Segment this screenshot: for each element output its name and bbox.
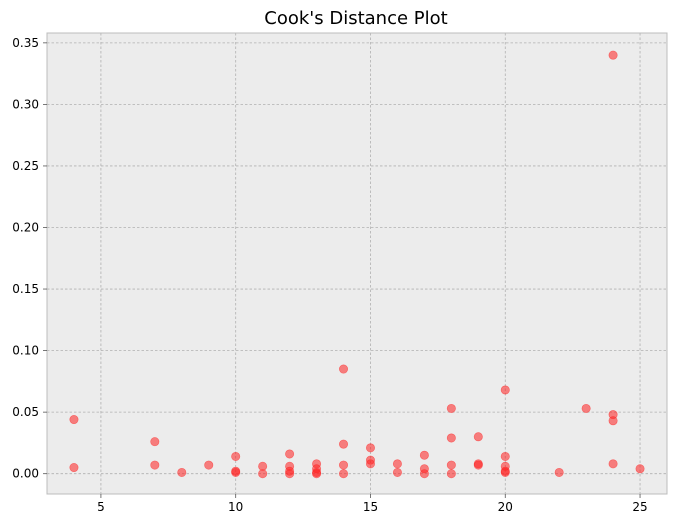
data-point — [339, 364, 349, 374]
x-tick-label: 20 — [498, 500, 513, 514]
data-point — [554, 467, 564, 477]
y-tick-label: 0.35 — [12, 36, 39, 50]
data-point — [285, 469, 295, 479]
data-point — [581, 403, 591, 413]
plot-area — [47, 33, 667, 494]
data-point — [446, 460, 456, 470]
data-point — [608, 50, 618, 60]
data-point — [312, 469, 322, 479]
x-tick-label: 25 — [632, 500, 647, 514]
y-tick-label: 0.30 — [12, 97, 39, 111]
data-point — [419, 469, 429, 479]
data-point — [473, 460, 483, 470]
data-point — [177, 467, 187, 477]
data-point — [285, 449, 295, 459]
data-point — [635, 464, 645, 474]
data-point — [150, 460, 160, 470]
y-tick-label: 0.10 — [12, 344, 39, 358]
grid-lines — [47, 33, 667, 494]
data-point — [339, 439, 349, 449]
x-tick-label: 10 — [228, 500, 243, 514]
data-points — [69, 50, 645, 479]
data-point — [446, 469, 456, 479]
plot-frame — [46, 32, 668, 495]
axes: 5 10 15 20 25 0.00 0.05 0.10 0.15 0.20 0.25 0.30 0.3… — [12, 32, 668, 514]
data-point — [231, 451, 241, 461]
data-point — [69, 463, 79, 473]
data-point — [608, 416, 618, 426]
data-point — [365, 443, 375, 453]
data-point — [365, 459, 375, 469]
data-point — [258, 469, 268, 479]
data-point — [500, 467, 510, 477]
data-point — [473, 432, 483, 442]
chart-title: Cook's Distance Plot — [264, 8, 447, 29]
data-point — [69, 415, 79, 425]
y-tick-label: 0.15 — [12, 282, 39, 296]
y-tick-label: 0.25 — [12, 159, 39, 173]
data-point — [392, 459, 402, 469]
data-point — [446, 403, 456, 413]
y-tick-label: 0.05 — [12, 405, 39, 419]
data-point — [339, 460, 349, 470]
y-tick-label: 0.20 — [12, 220, 39, 234]
data-point — [446, 433, 456, 443]
data-point — [231, 467, 241, 477]
data-point — [392, 467, 402, 477]
data-point — [500, 451, 510, 461]
x-tick-label: 15 — [363, 500, 378, 514]
y-tick-label: 0.00 — [12, 467, 39, 481]
data-point — [500, 385, 510, 395]
data-point — [608, 459, 618, 469]
data-point — [339, 469, 349, 479]
data-point — [150, 437, 160, 447]
x-tick-label: 5 — [97, 500, 105, 514]
data-point — [419, 450, 429, 460]
data-point — [204, 460, 214, 470]
